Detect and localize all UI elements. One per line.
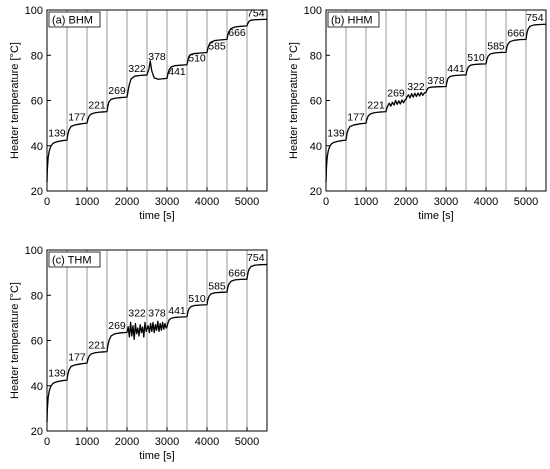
data-label: 322 [128, 308, 146, 320]
data-label: 139 [327, 128, 345, 140]
x-tick-label: 5000 [235, 436, 259, 448]
y-tick-label: 100 [304, 5, 322, 17]
data-label: 754 [526, 12, 544, 24]
y-tick-label: 20 [310, 186, 322, 198]
panel-label: (c) THM [52, 255, 92, 267]
data-label: 585 [208, 280, 226, 292]
data-label: 754 [247, 252, 265, 264]
y-tick-label: 80 [31, 290, 43, 302]
x-tick-label: 5000 [235, 196, 259, 208]
data-label: 754 [247, 7, 265, 19]
data-label: 221 [367, 99, 385, 111]
data-label: 177 [68, 351, 86, 363]
data-label: 322 [407, 81, 425, 93]
y-axis-label: Heater temperature [°C] [288, 42, 300, 159]
y-axis-label: Heater temperature [°C] [9, 42, 21, 159]
data-label: 666 [228, 267, 246, 279]
data-label: 378 [148, 308, 166, 320]
data-label: 221 [88, 99, 106, 111]
y-tick-label: 20 [31, 426, 43, 438]
x-tick-label: 2000 [394, 196, 418, 208]
x-axis-label: time [s] [139, 210, 174, 222]
x-tick-label: 1000 [75, 436, 99, 448]
series-line [46, 263, 268, 422]
y-tick-label: 80 [310, 50, 322, 62]
data-label: 378 [427, 75, 445, 87]
x-tick-label: 0 [44, 196, 50, 208]
y-axis-label: Heater temperature [°C] [9, 282, 21, 399]
x-tick-label: 2000 [115, 196, 139, 208]
data-label: 269 [387, 88, 405, 100]
data-label: 139 [48, 368, 66, 380]
x-tick-label: 4000 [195, 196, 219, 208]
data-label: 322 [128, 63, 146, 75]
panel-label-box [327, 11, 380, 28]
x-tick-label: 5000 [514, 196, 538, 208]
x-tick-label: 0 [44, 436, 50, 448]
panel-label: (a) BHM [52, 15, 93, 27]
y-tick-label: 40 [310, 141, 322, 153]
data-label: 441 [168, 305, 186, 317]
x-axis-label: time [s] [418, 210, 453, 222]
data-label: 510 [467, 52, 485, 64]
series-line [325, 23, 547, 182]
data-label: 269 [108, 85, 126, 97]
y-tick-label: 100 [25, 245, 43, 257]
data-label: 441 [447, 63, 465, 75]
data-label: 666 [507, 27, 525, 39]
y-tick-label: 60 [310, 96, 322, 108]
data-label: 139 [48, 128, 66, 140]
y-tick-label: 40 [31, 381, 43, 393]
y-tick-label: 40 [31, 141, 43, 153]
y-tick-label: 60 [31, 336, 43, 348]
y-tick-label: 20 [31, 186, 43, 198]
panel-label: (b) HHM [331, 15, 373, 27]
x-tick-label: 0 [323, 196, 329, 208]
data-label: 585 [208, 41, 226, 53]
panel-label-box [48, 11, 101, 28]
x-tick-label: 4000 [474, 196, 498, 208]
data-label: 510 [188, 53, 206, 65]
x-tick-label: 4000 [195, 436, 219, 448]
data-label: 269 [108, 320, 126, 332]
x-tick-label: 2000 [115, 436, 139, 448]
x-tick-label: 1000 [75, 196, 99, 208]
panel-label-box [48, 251, 101, 268]
data-label: 585 [487, 40, 505, 52]
data-label: 221 [88, 339, 106, 351]
y-tick-label: 80 [31, 50, 43, 62]
y-tick-label: 60 [31, 96, 43, 108]
data-label: 177 [68, 111, 86, 123]
data-label: 441 [168, 66, 186, 78]
y-tick-label: 100 [25, 5, 43, 17]
data-label: 177 [347, 111, 365, 123]
data-label: 378 [148, 51, 166, 63]
data-label: 666 [228, 27, 246, 39]
x-tick-label: 1000 [354, 196, 378, 208]
x-tick-label: 3000 [155, 436, 179, 448]
x-axis-label: time [s] [139, 450, 174, 462]
data-label: 510 [188, 293, 206, 305]
x-tick-label: 3000 [434, 196, 458, 208]
x-tick-label: 3000 [155, 196, 179, 208]
series-line [46, 18, 268, 182]
